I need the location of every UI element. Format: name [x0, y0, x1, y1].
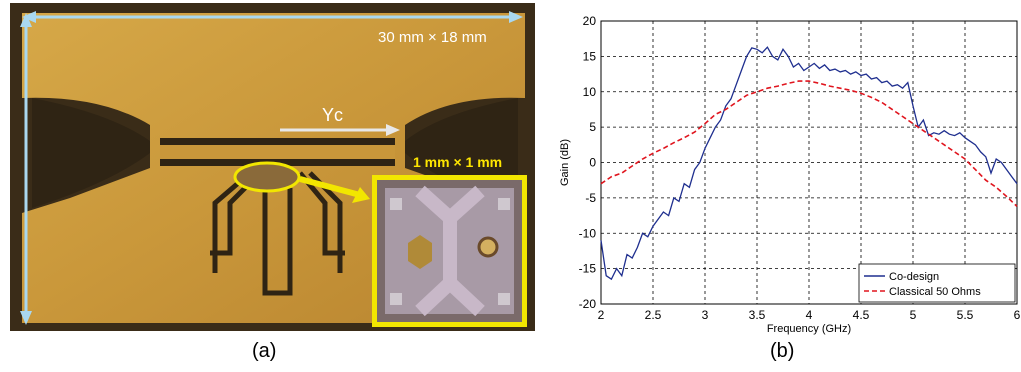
chip-highlight-ellipse — [233, 161, 301, 193]
grid — [601, 21, 1017, 304]
legend-box — [858, 263, 1016, 303]
x-tick-label: 4.5 — [853, 308, 870, 322]
y-tick-label: -5 — [585, 191, 596, 205]
inset-chip-details — [385, 185, 514, 317]
x-tick-label: 5 — [910, 308, 917, 322]
y-tick-label: 10 — [583, 85, 597, 99]
x-tick-label: 5.5 — [957, 308, 974, 322]
series-line-co-design — [600, 46, 1018, 281]
zoom-arrow-head — [352, 187, 370, 203]
x-tick-label: 2.5 — [645, 308, 662, 322]
legend-label: Co-design — [889, 271, 939, 283]
legend: Co-design Classical 50 Ohms — [858, 263, 1016, 303]
dim-arrow-left — [22, 11, 36, 23]
x-axis-title: Frequency (GHz) — [767, 323, 851, 335]
y-tick-label: 0 — [589, 156, 596, 170]
y-tick-label: 5 — [589, 120, 596, 134]
caption-b: (b) — [770, 340, 795, 362]
board-layout-drawing — [10, 3, 535, 331]
board-photo: 30 mm × 18 mm Yc 1 mm × 1 mm — [10, 3, 535, 331]
transistor-label: Yc — [322, 105, 344, 125]
series-line-classical-50-ohms — [600, 80, 1018, 207]
y-axis-title: Gain (dB) — [559, 139, 571, 186]
gain-chart: 2 2.5 3 3.5 4 4.5 5 5.5 6 -20 -15 -10 -5 0 5 10 15 20 Fr… — [559, 14, 1021, 335]
y-tick-label: -15 — [579, 262, 597, 276]
y-tick-label: -10 — [579, 226, 597, 240]
y-tick-label: 15 — [583, 49, 597, 63]
dimension-arrows — [24, 15, 518, 321]
x-tick-label: 4 — [806, 308, 813, 322]
series-lines — [600, 46, 1018, 281]
dim-arrow-bottom — [20, 311, 32, 325]
x-tick-label: 3.5 — [749, 308, 766, 322]
inset-size-label: 1 mm × 1 mm — [413, 154, 503, 170]
x-tick-labels: 2 2.5 3 3.5 4 4.5 5 5.5 6 — [598, 308, 1021, 322]
yc-arrow-head — [386, 124, 400, 136]
y-tick-label: -20 — [579, 297, 597, 311]
y-tick-labels: -20 -15 -10 -5 0 5 10 15 20 — [579, 14, 597, 311]
board-size-label: 30 mm × 18 mm — [378, 29, 487, 46]
x-tick-label: 6 — [1014, 308, 1021, 322]
legend-label: Classical 50 Ohms — [889, 286, 981, 298]
y-tick-label: 20 — [583, 14, 597, 28]
caption-a: (a) — [252, 340, 277, 362]
zoom-arrow — [299, 176, 361, 198]
dim-arrow-top — [20, 13, 32, 27]
x-tick-label: 2 — [598, 308, 605, 322]
left-taper-gap — [32, 98, 150, 208]
x-tick-label: 3 — [702, 308, 709, 322]
center-trace — [160, 145, 395, 159]
dim-arrow-right — [509, 11, 523, 23]
